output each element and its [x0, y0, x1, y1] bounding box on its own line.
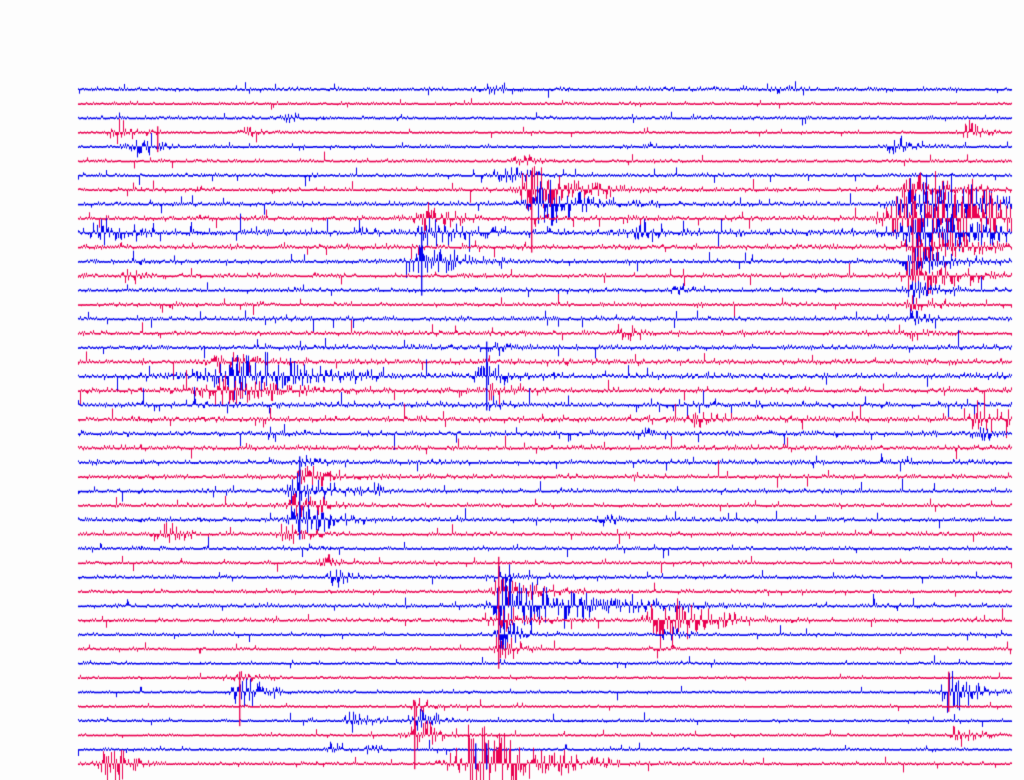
- helicorder-page: HL Thera Applied filter: WWSSN-SP 2025-0…: [0, 0, 1024, 780]
- seismogram-traces: [0, 0, 1024, 780]
